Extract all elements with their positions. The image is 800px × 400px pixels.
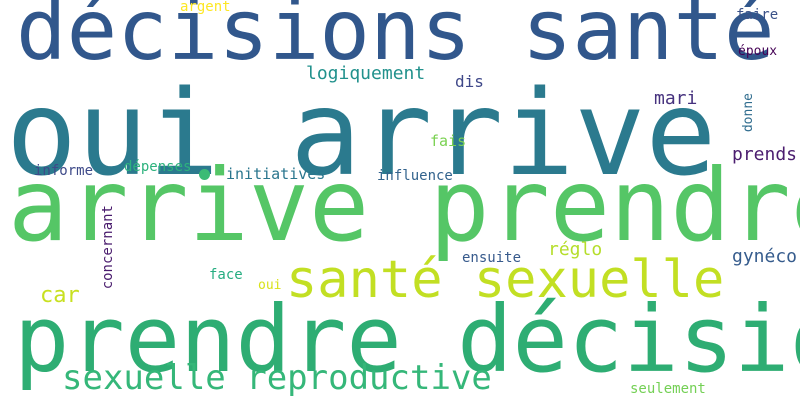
word-fais: fais	[430, 132, 467, 150]
word-gyneco: gynéco	[732, 246, 798, 267]
word-sante-sexuelle: santé sexuelle	[286, 250, 725, 310]
word-reglo: réglo	[548, 239, 603, 260]
word-epoux: époux	[738, 44, 778, 59]
word-oui: oui	[258, 278, 282, 293]
word-informe: informe	[34, 163, 94, 179]
word-prendre-decisions: prendre décisions	[14, 286, 800, 393]
word-depenses: dépenses	[124, 159, 192, 175]
word-faire: faire	[736, 7, 779, 23]
word-dis: dis	[455, 72, 484, 91]
word-oui-arrive: oui arrive	[6, 64, 717, 202]
word-initiatives: initiatives	[226, 165, 326, 183]
word-donne: donne	[741, 93, 756, 133]
word-arrive-prendre: arrive prendre	[8, 147, 800, 264]
word-mari: mari	[654, 88, 698, 109]
word-sexuelle-reproductive: sexuelle reproductive	[62, 358, 492, 398]
word-seulement: seulement	[630, 381, 706, 397]
word-face: face	[209, 267, 243, 283]
word-logiquement: logiquement	[306, 63, 426, 84]
dot-glyph	[199, 169, 210, 180]
word-influence: influence	[377, 168, 453, 184]
word-decisions-sante: décisions santé	[16, 0, 775, 79]
word-argent: argent	[180, 0, 231, 15]
word-concernant: concernant	[100, 205, 116, 290]
word-ensuite: ensuite	[462, 250, 522, 266]
word-car: car	[40, 283, 80, 308]
word-prends: prends	[732, 144, 798, 165]
